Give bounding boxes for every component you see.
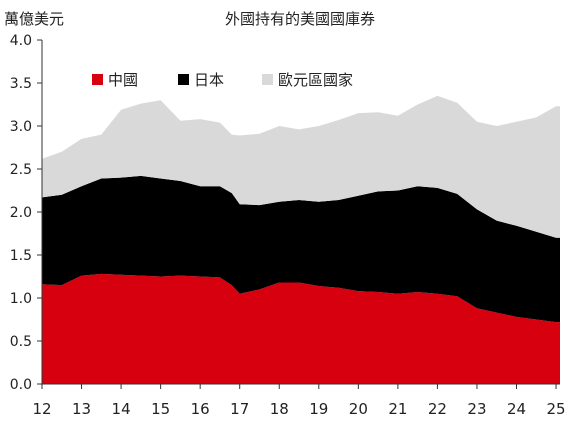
y-tick-label: 0.5 [10, 334, 32, 350]
x-tick-label: 24 [507, 400, 526, 418]
y-tick-label: 4.0 [10, 33, 32, 49]
area-series-1 [42, 175, 560, 323]
legend-label-0: 中國 [108, 71, 138, 89]
x-tick-label: 17 [230, 400, 249, 418]
area-series-2 [42, 95, 560, 238]
y-tick-label: 1.0 [10, 291, 32, 307]
y-tick-label: 2.0 [10, 205, 32, 221]
chart-title: 外國持有的美國國庫券 [225, 10, 375, 28]
y-tick-label: 3.0 [10, 119, 32, 135]
y-tick-label: 0.0 [10, 377, 32, 393]
x-tick-label: 19 [309, 400, 328, 418]
y-tick-label: 1.5 [10, 248, 32, 264]
x-tick-label: 16 [191, 400, 210, 418]
area-layers [42, 95, 560, 384]
legend-swatch-1 [178, 74, 189, 85]
y-tick-label: 2.5 [10, 162, 32, 178]
x-tick-label: 18 [270, 400, 289, 418]
x-tick-label: 25 [546, 400, 565, 418]
legend-swatch-0 [92, 74, 103, 85]
area-series-0 [42, 273, 560, 384]
y-axis-label: 萬億美元 [4, 10, 64, 28]
axes: 0.0 0.5 1.0 1.5 2.0 2.5 3.0 3.5 4.0 12 13 14 15 16 17 1… [10, 33, 566, 418]
x-tick-label: 21 [388, 400, 407, 418]
x-tick-label: 13 [72, 400, 91, 418]
legend: 中國 日本 歐元區國家 [92, 71, 353, 89]
x-tick-label: 15 [151, 400, 170, 418]
legend-label-2: 歐元區國家 [278, 71, 353, 89]
x-tick-label: 12 [32, 400, 51, 418]
legend-swatch-2 [262, 74, 273, 85]
x-tick-label: 20 [349, 400, 368, 418]
y-tick-label: 3.5 [10, 76, 32, 92]
x-tick-label: 14 [112, 400, 131, 418]
legend-label-1: 日本 [194, 71, 224, 89]
x-tick-label: 22 [428, 400, 447, 418]
x-tick-label: 23 [467, 400, 486, 418]
